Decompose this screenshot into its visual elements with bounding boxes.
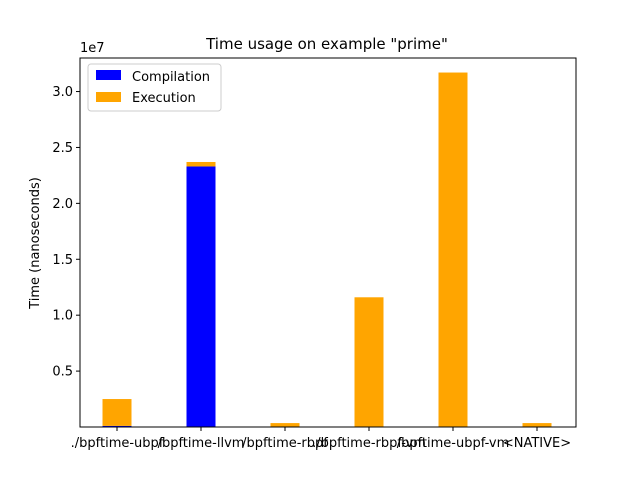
- x-tick-label: /bpftime-ubpf-vm: [397, 436, 510, 451]
- legend-box: [87, 63, 222, 112]
- x-tick-label: ./bpftime-rbpf-vm: [312, 436, 426, 451]
- bar-execution-1: [186, 161, 216, 167]
- plot-frame: [79, 57, 577, 428]
- legend-swatch-compilation: [96, 70, 121, 80]
- y-axis-offset-label: 1e7: [80, 41, 105, 56]
- bar-execution-0: [102, 399, 132, 426]
- y-axis-ticks: 0.5 1.0 1.5 2.0 2.5 3.0: [52, 85, 80, 380]
- bar-execution-4: [438, 72, 468, 427]
- legend-swatch-execution: [96, 92, 121, 102]
- bar-compilation-0: [102, 425, 132, 427]
- y-tick-label: 1.5: [52, 253, 73, 268]
- x-tick-label: /bpftime-llvm: [158, 436, 245, 451]
- x-axis-ticks: ./bpftime-ubpf/bpftime-llvm/bpftime-rbpf…: [71, 427, 571, 451]
- x-tick-label: /bpftime-rbpf: [242, 436, 328, 451]
- legend-label-compilation: Compilation: [132, 70, 210, 85]
- bar-execution-3: [354, 297, 384, 427]
- bar-execution-2: [270, 423, 300, 427]
- legend-label-execution: Execution: [132, 91, 196, 106]
- y-tick-label: 1.0: [52, 309, 73, 324]
- bars-group: [102, 72, 552, 428]
- y-tick-label: 0.5: [52, 365, 73, 380]
- y-tick-label: 2.0: [52, 197, 73, 212]
- y-tick-label: 3.0: [52, 85, 73, 100]
- x-tick-label: <NATIVE>: [503, 436, 571, 451]
- bar-execution-5: [522, 423, 552, 427]
- chart-title: Time usage on example "prime": [205, 35, 448, 53]
- x-tick-label: ./bpftime-ubpf: [71, 436, 164, 451]
- y-axis-label: Time (nanoseconds): [28, 177, 43, 310]
- bar-compilation-1: [186, 166, 216, 428]
- legend: Compilation Execution: [87, 63, 222, 112]
- y-tick-label: 2.5: [52, 141, 73, 156]
